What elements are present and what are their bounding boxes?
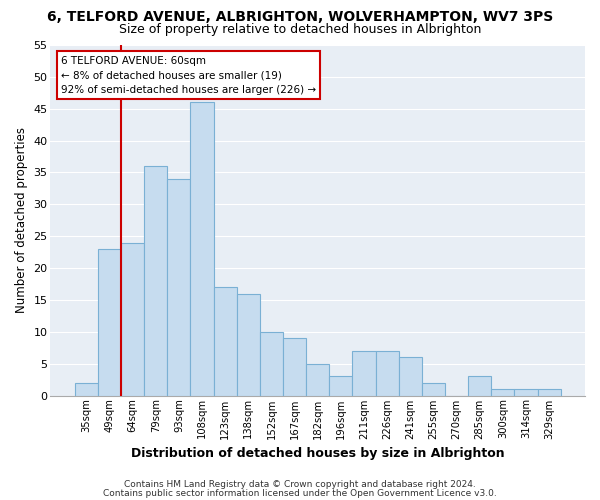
Bar bbox=[422, 383, 445, 396]
Text: Contains public sector information licensed under the Open Government Licence v3: Contains public sector information licen… bbox=[103, 488, 497, 498]
Bar bbox=[214, 287, 237, 396]
Bar bbox=[167, 179, 190, 396]
Bar bbox=[237, 294, 260, 396]
Bar bbox=[283, 338, 306, 396]
Y-axis label: Number of detached properties: Number of detached properties bbox=[15, 128, 28, 314]
Bar bbox=[329, 376, 352, 396]
Bar bbox=[399, 358, 422, 396]
Bar bbox=[98, 249, 121, 396]
Bar bbox=[352, 351, 376, 396]
X-axis label: Distribution of detached houses by size in Albrighton: Distribution of detached houses by size … bbox=[131, 447, 505, 460]
Bar bbox=[75, 383, 98, 396]
Text: 6 TELFORD AVENUE: 60sqm
← 8% of detached houses are smaller (19)
92% of semi-det: 6 TELFORD AVENUE: 60sqm ← 8% of detached… bbox=[61, 56, 316, 95]
Bar bbox=[514, 389, 538, 396]
Bar bbox=[376, 351, 399, 396]
Text: 6, TELFORD AVENUE, ALBRIGHTON, WOLVERHAMPTON, WV7 3PS: 6, TELFORD AVENUE, ALBRIGHTON, WOLVERHAM… bbox=[47, 10, 553, 24]
Bar bbox=[491, 389, 514, 396]
Text: Contains HM Land Registry data © Crown copyright and database right 2024.: Contains HM Land Registry data © Crown c… bbox=[124, 480, 476, 489]
Text: Size of property relative to detached houses in Albrighton: Size of property relative to detached ho… bbox=[119, 22, 481, 36]
Bar bbox=[190, 102, 214, 396]
Bar bbox=[260, 332, 283, 396]
Bar bbox=[306, 364, 329, 396]
Bar bbox=[538, 389, 561, 396]
Bar bbox=[121, 242, 144, 396]
Bar bbox=[468, 376, 491, 396]
Bar bbox=[144, 166, 167, 396]
